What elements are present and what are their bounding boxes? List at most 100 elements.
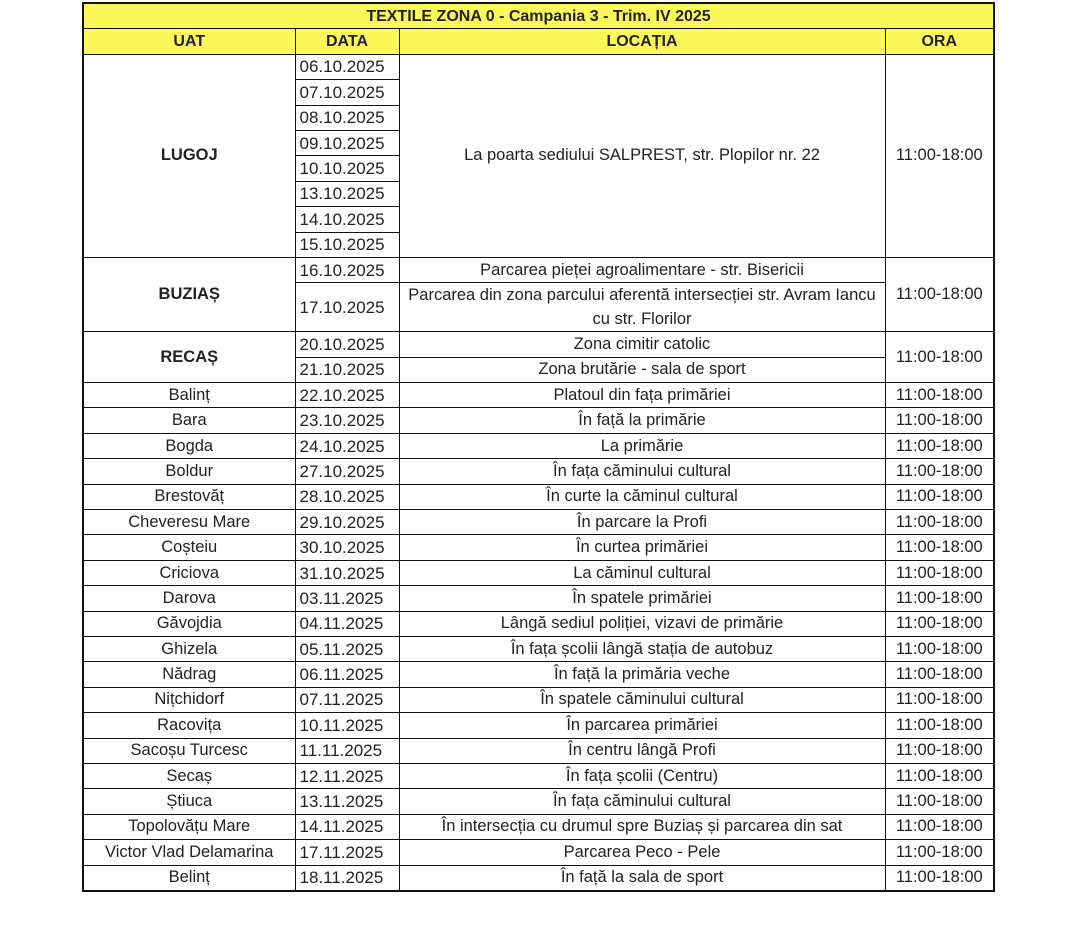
location-cell: Parcarea din zona parcului aferentă inte… bbox=[398, 282, 886, 333]
header-row: UAT DATA LOCAȚIA ORA bbox=[82, 28, 995, 55]
date-cell: 13.10.2025 bbox=[294, 180, 400, 208]
table-row: Bara 23.10.2025 În față la primărie 11:00-1… bbox=[82, 407, 995, 434]
time-cell: 11:00-18:00 bbox=[884, 382, 995, 409]
uat-cell: Racovița bbox=[82, 712, 296, 739]
time-cell: 11:00-18:00 bbox=[884, 712, 995, 739]
uat-cell: Victor Vlad Delamarina bbox=[82, 839, 296, 866]
location-cell: La căminul cultural bbox=[398, 559, 886, 587]
location-cell: În parcare la Profi bbox=[398, 509, 886, 536]
date-cell: 14.10.2025 bbox=[294, 206, 400, 233]
header-locatia: LOCAȚIA bbox=[398, 28, 886, 55]
date-cell: 07.10.2025 bbox=[294, 79, 400, 106]
time-cell: 11:00-18:00 bbox=[884, 762, 995, 790]
time-cell: 11:00-18:00 bbox=[884, 585, 995, 612]
time-cell: 11:00-18:00 bbox=[884, 661, 995, 688]
table-row: Ghizela 05.11.2025 În fața școlii lângă st… bbox=[82, 635, 995, 663]
uat-cell: Brestovăț bbox=[82, 483, 296, 511]
date-cell: 17.10.2025 bbox=[294, 282, 400, 333]
date-cell: 12.11.2025 bbox=[294, 762, 400, 790]
time-cell: 11:00-18:00 bbox=[884, 813, 995, 841]
table-row: Balinț 22.10.2025 Platoul din fața primări… bbox=[82, 382, 995, 409]
location-cell: Zona cimitir catolic bbox=[398, 331, 886, 358]
header-ora: ORA bbox=[884, 28, 995, 55]
table-row: 21.10.2025 Zona brutărie - sala de sport bbox=[83, 356, 994, 384]
uat-cell: Știuca bbox=[82, 788, 296, 815]
date-cell: 09.10.2025 bbox=[294, 129, 400, 157]
date-cell: 29.10.2025 bbox=[294, 509, 400, 536]
schedule-table: TEXTILE ZONA 0 - Campania 3 - Trim. IV 2… bbox=[82, 2, 996, 892]
location-cell: În centru lângă Profi bbox=[398, 737, 886, 764]
location-cell: Parcarea pieței agroalimentare - str. Bi… bbox=[398, 256, 886, 284]
title-row: TEXTILE ZONA 0 - Campania 3 - Trim. IV 2… bbox=[82, 2, 995, 30]
table-row: 08.10.2025 bbox=[83, 104, 994, 131]
table-row: Cheveresu Mare 29.10.2025 În parcare la Pr… bbox=[82, 509, 995, 536]
date-cell: 31.10.2025 bbox=[294, 559, 400, 587]
location-cell: În curtea primăriei bbox=[398, 534, 886, 561]
date-cell: 18.11.2025 bbox=[294, 864, 400, 892]
time-cell: 11:00-18:00 bbox=[884, 635, 995, 663]
uat-cell: Belinț bbox=[82, 864, 296, 892]
uat-cell: Balinț bbox=[82, 382, 296, 409]
table-row: BUZIAȘ 16.10.2025 Parcarea pieței agroalim… bbox=[82, 256, 995, 333]
table-row: Coșteiu 30.10.2025 În curtea primăriei 11:0… bbox=[82, 534, 995, 561]
table-row: Darova 03.11.2025 În spatele primăriei 11:0… bbox=[82, 585, 995, 612]
date-cell: 08.10.2025 bbox=[294, 104, 400, 131]
date-cell: 22.10.2025 bbox=[294, 382, 400, 409]
header-uat: UAT bbox=[82, 28, 296, 55]
time-cell: 11:00-18:00 bbox=[884, 432, 995, 460]
table-row: Găvojdia 04.11.2025 Lângă sediul poliției,… bbox=[82, 610, 995, 637]
time-cell: 11:00-18:00 bbox=[884, 610, 995, 637]
date-cell: 24.10.2025 bbox=[294, 432, 400, 460]
table-row: RECAȘ 20.10.2025 Zona cimitir catolic 11:00… bbox=[82, 331, 995, 384]
location-cell: În parcarea primăriei bbox=[398, 712, 886, 739]
time-cell: 11:00-18:00 bbox=[884, 256, 995, 333]
location-cell: În fața școlii lângă stația de autobuz bbox=[398, 635, 886, 663]
uat-cell: Bara bbox=[82, 407, 296, 434]
date-cell: 30.10.2025 bbox=[294, 534, 400, 561]
uat-cell: Sacoșu Turcesc bbox=[82, 737, 296, 764]
table-row: Știuca 13.11.2025 În fața căminului cultur… bbox=[82, 788, 995, 815]
table-row: 17.10.2025 Parcarea din zona parcului afe… bbox=[83, 282, 994, 333]
table-row: 15.10.2025 bbox=[83, 231, 994, 258]
date-cell: 11.11.2025 bbox=[294, 737, 400, 764]
location-cell: În fața căminului cultural bbox=[398, 458, 886, 485]
location-cell: În curte la căminul cultural bbox=[398, 483, 886, 511]
time-cell: 11:00-18:00 bbox=[884, 407, 995, 434]
uat-cell: LUGOJ bbox=[82, 53, 296, 258]
uat-cell: Criciova bbox=[82, 559, 296, 587]
time-cell: 11:00-18:00 bbox=[884, 864, 995, 892]
uat-cell: BUZIAȘ bbox=[82, 256, 296, 333]
date-cell: 06.10.2025 bbox=[294, 53, 400, 81]
time-cell: 11:00-18:00 bbox=[884, 788, 995, 815]
table-row: Brestovăț 28.10.2025 În curte la căminul c… bbox=[82, 483, 995, 511]
time-cell: 11:00-18:00 bbox=[884, 53, 995, 258]
date-cell: 07.11.2025 bbox=[294, 686, 400, 714]
uat-cell: Nădrag bbox=[82, 661, 296, 688]
location-cell: Zona brutărie - sala de sport bbox=[398, 356, 886, 384]
table-row: Sacoșu Turcesc 11.11.2025 În centru lângă … bbox=[82, 737, 995, 764]
table-row: Nădrag 06.11.2025 În față la primăria vech… bbox=[82, 661, 995, 688]
uat-cell: Darova bbox=[82, 585, 296, 612]
date-cell: 17.11.2025 bbox=[294, 839, 400, 866]
table-row: Boldur 27.10.2025 În fața căminului cultur… bbox=[82, 458, 995, 485]
time-cell: 11:00-18:00 bbox=[884, 483, 995, 511]
location-cell: În față la primăria veche bbox=[398, 661, 886, 688]
table-row: Bogda 24.10.2025 La primărie 11:00-18:00 bbox=[82, 432, 995, 460]
location-cell: În fața școlii (Centru) bbox=[398, 762, 886, 790]
time-cell: 11:00-18:00 bbox=[884, 686, 995, 714]
location-cell: La primărie bbox=[398, 432, 886, 460]
time-cell: 11:00-18:00 bbox=[884, 559, 995, 587]
time-cell: 11:00-18:00 bbox=[884, 737, 995, 764]
uat-cell: Cheveresu Mare bbox=[82, 509, 296, 536]
date-cell: 03.11.2025 bbox=[294, 585, 400, 612]
location-cell: În spatele primăriei bbox=[398, 585, 886, 612]
uat-cell: Ghizela bbox=[82, 635, 296, 663]
location-cell: Platoul din fața primăriei bbox=[398, 382, 886, 409]
date-cell: 16.10.2025 bbox=[294, 256, 400, 284]
location-cell: Lângă sediul poliției, vizavi de primări… bbox=[398, 610, 886, 637]
table-row: 14.10.2025 bbox=[83, 206, 994, 233]
table-row: 07.10.2025 bbox=[83, 79, 994, 106]
location-cell: În față la sala de sport bbox=[398, 864, 886, 892]
time-cell: 11:00-18:00 bbox=[884, 331, 995, 384]
table-row: Topolovățu Mare 14.11.2025 În intersecția … bbox=[82, 813, 995, 841]
